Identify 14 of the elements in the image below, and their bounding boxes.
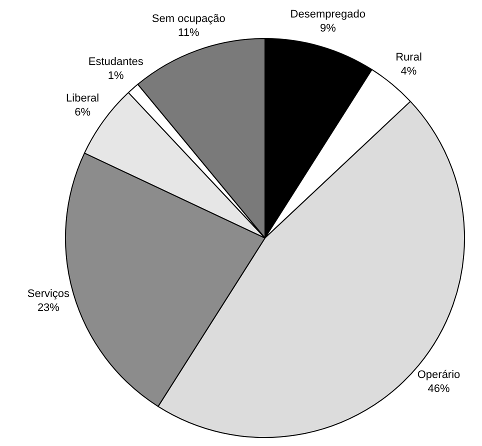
data-label: 6% [74,106,91,118]
data-label: 4% [400,65,417,78]
slice-label: Liberal [66,92,100,104]
slice-label: Serviços [27,288,70,300]
data-label: 11% [178,26,200,39]
slice-label: Sem ocupação [152,12,226,25]
slice-label: Desempregado [290,8,366,20]
data-label: 9% [320,22,336,34]
slice-label: Operário [417,368,460,381]
slice-label: Rural [396,51,422,64]
slice-label: Estudantes [88,56,144,68]
data-label: 1% [108,70,124,82]
data-label: 23% [37,302,60,314]
data-label: 46% [428,382,450,395]
